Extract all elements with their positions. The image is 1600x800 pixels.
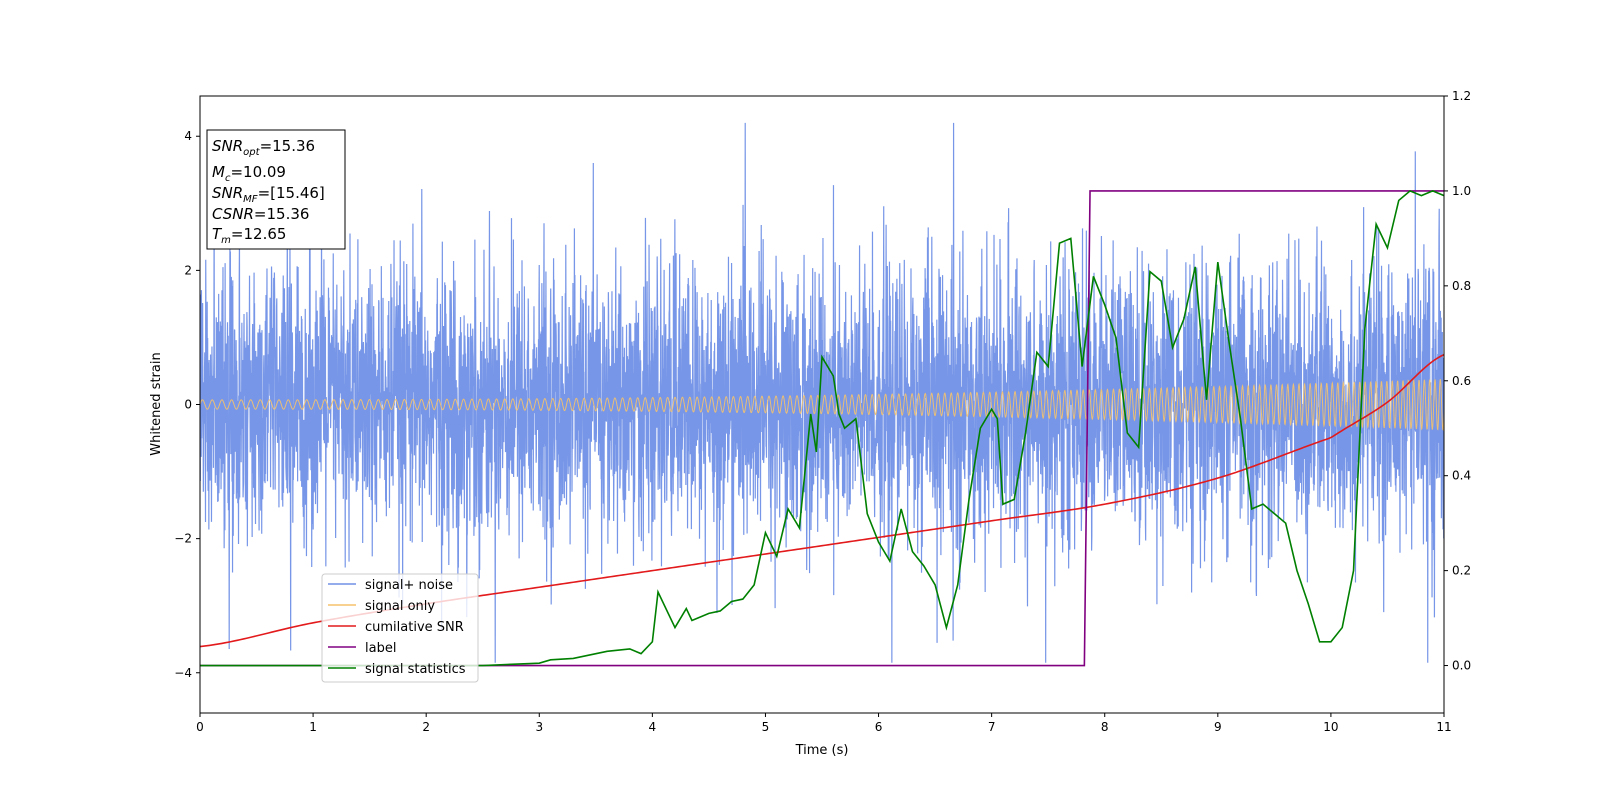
legend-label-signal-noise: signal+ noise	[365, 578, 453, 593]
legend-label-signal-only: signal only	[365, 599, 435, 614]
series-label-line	[200, 190, 1444, 667]
y-tick-label: −4	[174, 666, 192, 680]
x-tick-label: 11	[1436, 720, 1451, 734]
snr-mf-annotation: SNRMF=[15.46]	[212, 184, 325, 205]
csnr-annotation: CSNR=15.36	[212, 205, 309, 223]
x-tick-label: 8	[1101, 720, 1109, 734]
series-signal-statistics-line	[200, 189, 1444, 667]
y2-tick-label: 0.4	[1452, 469, 1471, 483]
y-axis-right: 0.0 0.2 0.4 0.6 0.8 1.0 1.2	[1444, 89, 1471, 673]
y-tick-label: 0	[184, 398, 192, 412]
series-signal-only-line	[200, 379, 1444, 431]
x-axis-label: Time (s)	[795, 743, 849, 758]
y-tick-label: −2	[174, 532, 192, 546]
tm-annotation: Tm=12.65	[212, 225, 286, 246]
snr-opt-annotation: SNRopt=15.36	[212, 137, 315, 158]
y2-tick-label: 1.0	[1452, 184, 1471, 198]
legend-label-signal-statistics: signal statistics	[365, 662, 466, 677]
x-tick-label: 0	[196, 720, 204, 734]
y-axis-label: Whitened strain	[149, 352, 164, 455]
x-axis: 0 1 2 3 4 5 6 7 8 9 10 11	[196, 713, 1452, 734]
y2-tick-label: 0.2	[1452, 564, 1471, 578]
x-tick-label: 1	[309, 720, 317, 734]
y-tick-label: 2	[184, 263, 192, 277]
x-tick-label: 4	[649, 720, 657, 734]
x-tick-label: 10	[1323, 720, 1338, 734]
info-box: SNRopt=15.36 Mc=10.09 SNRMF=[15.46] CSNR…	[206, 129, 346, 250]
mc-annotation: Mc=10.09	[212, 163, 286, 184]
legend-label-label: label	[365, 641, 396, 656]
legend-label-cumulative-snr: cumilative SNR	[365, 620, 464, 635]
legend: signal+ noise signal only cumilative SNR…	[321, 573, 479, 683]
y-tick-label: 4	[184, 129, 192, 143]
y2-tick-label: 0.8	[1452, 279, 1471, 293]
y2-tick-label: 1.2	[1452, 89, 1471, 103]
y2-tick-label: 0.0	[1452, 659, 1471, 673]
x-tick-label: 5	[762, 720, 770, 734]
x-tick-label: 2	[422, 720, 430, 734]
x-tick-label: 3	[535, 720, 543, 734]
series-signal-noise-line	[200, 122, 1444, 663]
y-axis-left: −4 −2 0 2 4	[174, 129, 200, 680]
x-tick-label: 7	[988, 720, 996, 734]
y2-tick-label: 0.6	[1452, 374, 1471, 388]
x-tick-label: 9	[1214, 720, 1222, 734]
x-tick-label: 6	[875, 720, 883, 734]
